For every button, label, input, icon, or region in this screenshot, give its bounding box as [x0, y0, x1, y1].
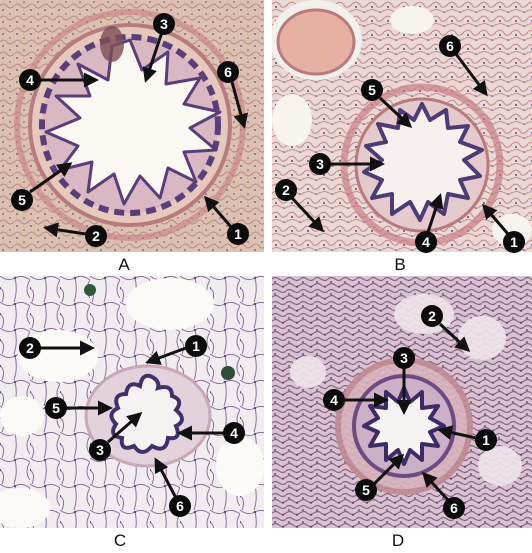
- panel-letter-d: D: [391, 531, 405, 550]
- micrograph-panel-b: [272, 0, 532, 252]
- micrograph-panel-a: [0, 0, 264, 252]
- panel-letter-b: B: [394, 255, 406, 274]
- panel-letter-c: C: [113, 531, 127, 550]
- micrograph-panel-d: [272, 276, 532, 528]
- panel-letter-a: A: [118, 255, 130, 274]
- micrograph-panel-c: [0, 276, 264, 528]
